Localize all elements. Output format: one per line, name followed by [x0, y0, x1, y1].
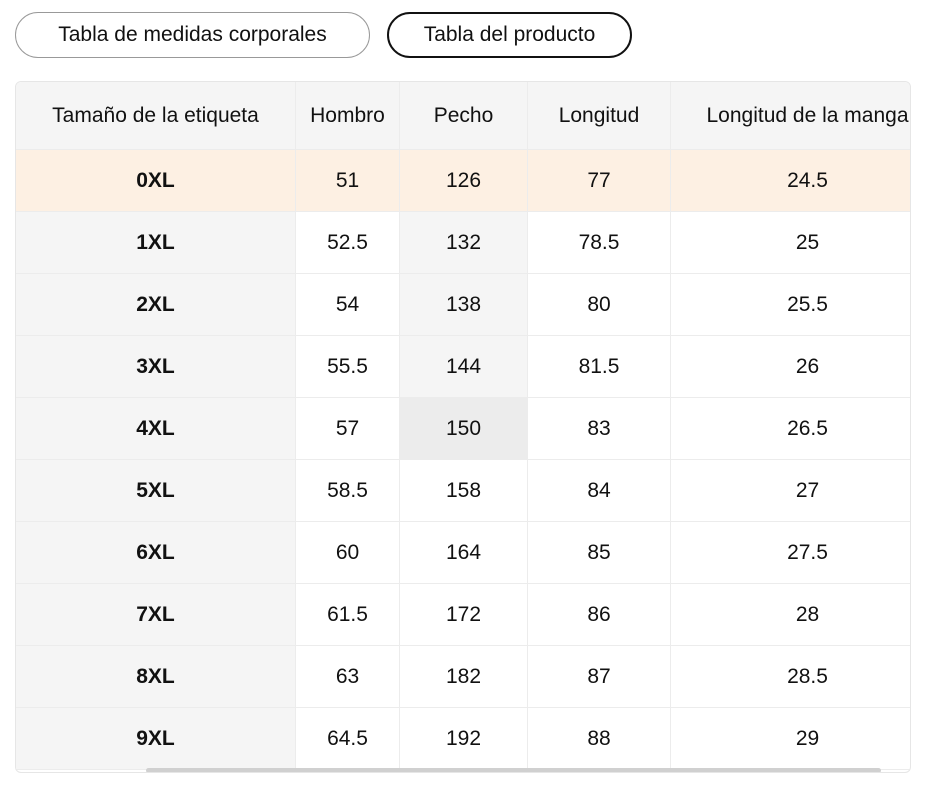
tab-body-chart[interactable]: Tabla de medidas corporales	[15, 12, 370, 58]
table-cell: 132	[400, 212, 528, 274]
table-cell: 182	[400, 646, 528, 708]
table-cell: 87	[528, 646, 671, 708]
table-cell: 52.5	[296, 212, 400, 274]
table-cell: 27	[671, 460, 910, 522]
table-cell: 158	[400, 460, 528, 522]
table-cell: 25.5	[671, 274, 910, 336]
table-cell: 164	[400, 522, 528, 584]
table-cell: 78.5	[528, 212, 671, 274]
table-cell: 86	[528, 584, 671, 646]
row-label: 6XL	[16, 522, 296, 584]
table-cell: 29	[671, 708, 910, 770]
size-table: Tamaño de la etiqueta Hombro Pecho Longitud…	[15, 81, 911, 773]
row-label: 5XL	[16, 460, 296, 522]
table-cell: 83	[528, 398, 671, 460]
tab-product-chart[interactable]: Tabla del producto	[387, 12, 632, 58]
table-cell: 60	[296, 522, 400, 584]
row-label: 4XL	[16, 398, 296, 460]
row-label: 8XL	[16, 646, 296, 708]
table-cell: 192	[400, 708, 528, 770]
table-cell: 54	[296, 274, 400, 336]
table-cell: 64.5	[296, 708, 400, 770]
table-cell: 24.5	[671, 150, 910, 212]
row-label: 7XL	[16, 584, 296, 646]
table-cell: 81.5	[528, 336, 671, 398]
table-cell: 88	[528, 708, 671, 770]
table-cell: 63	[296, 646, 400, 708]
table-cell: 28	[671, 584, 910, 646]
table-cell: 55.5	[296, 336, 400, 398]
scrollbar[interactable]	[146, 768, 881, 772]
table-cell: 126	[400, 150, 528, 212]
table-cell: 58.5	[296, 460, 400, 522]
table-cell: 77	[528, 150, 671, 212]
table-cell: 85	[528, 522, 671, 584]
table-cell: 26.5	[671, 398, 910, 460]
table-cell: 51	[296, 150, 400, 212]
table-cell: 26	[671, 336, 910, 398]
table-cell: 172	[400, 584, 528, 646]
table-cell: 28.5	[671, 646, 910, 708]
table-cell: 57	[296, 398, 400, 460]
row-label: 0XL	[16, 150, 296, 212]
column-header: Longitud de la manga	[671, 82, 910, 150]
table-cell: 84	[528, 460, 671, 522]
table-cell: 27.5	[671, 522, 910, 584]
table-cell: 144	[400, 336, 528, 398]
row-label: 3XL	[16, 336, 296, 398]
column-header: Hombro	[296, 82, 400, 150]
table-cell: 150	[400, 398, 528, 460]
column-header: Tamaño de la etiqueta	[16, 82, 296, 150]
row-label: 1XL	[16, 212, 296, 274]
table-cell: 80	[528, 274, 671, 336]
column-header: Longitud	[528, 82, 671, 150]
table-cell: 138	[400, 274, 528, 336]
table-cell: 25	[671, 212, 910, 274]
row-label: 2XL	[16, 274, 296, 336]
row-label: 9XL	[16, 708, 296, 770]
table-cell: 61.5	[296, 584, 400, 646]
column-header: Pecho	[400, 82, 528, 150]
